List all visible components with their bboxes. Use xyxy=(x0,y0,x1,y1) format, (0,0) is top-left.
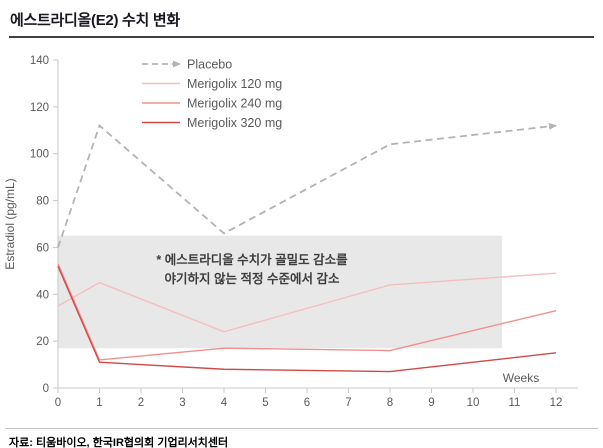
y-tick-label: 20 xyxy=(36,336,49,348)
annotation-line: * 에스트라디올 수치가 골밀도 감소를 xyxy=(156,252,348,267)
x-tick-label: 4 xyxy=(221,397,228,409)
y-tick-label: 80 xyxy=(36,196,49,208)
x-tick-label: 0 xyxy=(55,397,61,409)
series-line-merigolix-320-mg xyxy=(57,265,557,373)
x-tick-label: 7 xyxy=(345,397,351,409)
legend-label: Merigolix 320 mg xyxy=(187,116,282,130)
x-tick-label: 2 xyxy=(138,397,144,409)
x-tick-label: 1 xyxy=(96,397,102,409)
page-title: 에스트라디올(E2) 수치 변화 xyxy=(10,12,180,29)
annotation-line: 야기하지 않는 적정 수준에서 감소 xyxy=(165,271,340,286)
y-axis-label: Estradiol (pg/mL) xyxy=(3,178,17,269)
report-header: 에스트라디올(E2) 수치 변화 xyxy=(9,0,594,38)
legend-label: Placebo xyxy=(187,58,232,72)
legend-label: Merigolix 120 mg xyxy=(187,77,282,91)
x-axis-label: Weeks xyxy=(503,371,539,385)
x-tick-label: 3 xyxy=(179,397,185,409)
series-line-merigolix-240-mg xyxy=(57,263,557,361)
x-tick-label: 5 xyxy=(262,397,268,409)
legend-label: Merigolix 240 mg xyxy=(187,97,282,111)
y-tick-label: 60 xyxy=(36,242,49,254)
x-tick-label: 9 xyxy=(428,397,434,409)
x-tick-label: 8 xyxy=(387,397,393,409)
x-tick-label: 6 xyxy=(304,397,310,409)
y-tick-label: 140 xyxy=(30,55,49,67)
x-tick-label: 10 xyxy=(467,397,480,409)
y-tick-label: 0 xyxy=(43,383,49,395)
x-tick-label: 11 xyxy=(509,397,521,409)
y-tick-label: 120 xyxy=(30,102,49,114)
series-line-placebo xyxy=(57,122,557,248)
x-tick-label: 12 xyxy=(550,397,563,409)
y-tick-label: 40 xyxy=(36,289,49,301)
source-note: 자료: 티움바이오, 한국IR협의회 기업리서치센터 xyxy=(5,428,598,448)
series-line-merigolix-120-mg xyxy=(57,272,557,333)
y-tick-label: 100 xyxy=(30,149,49,161)
shaded-region xyxy=(58,235,503,349)
